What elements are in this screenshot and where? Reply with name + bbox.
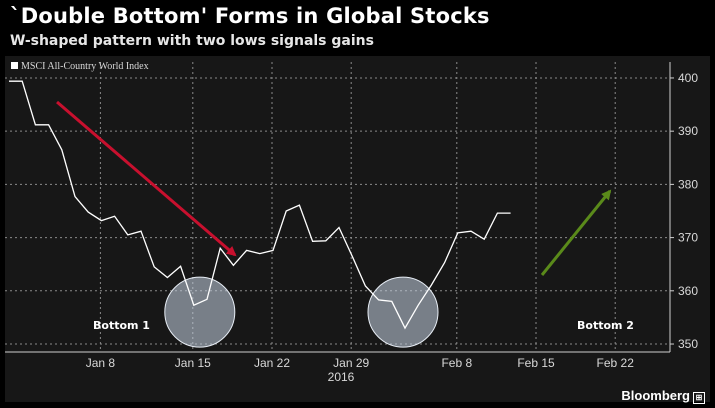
series-point (430, 284, 432, 286)
series-points (8, 80, 512, 329)
x-tick-labels: Jan 8 Jan 15 Jan 22 Jan 29 Feb 8 Feb 15 Feb 22 (86, 356, 634, 370)
x-tick-label: Jan 22 (254, 356, 290, 370)
series-point (391, 300, 393, 302)
axes (5, 62, 671, 353)
chart-area: MSCI All-Country World Index Bottom 1 Bo… (5, 56, 710, 402)
up-trend-arrow-icon (540, 189, 612, 276)
series-point (417, 304, 419, 306)
series-point (48, 124, 50, 126)
bottom-2-label: Bottom 2 (577, 319, 634, 332)
y-tick-label: 350 (678, 337, 698, 351)
y-tick-labels: 350 360 370 380 390 400 (670, 71, 698, 351)
series-point (312, 240, 314, 242)
y-tick-label: 360 (678, 284, 698, 298)
x-tick-label: Jan 8 (86, 356, 116, 370)
series-point (325, 240, 327, 242)
series-point (34, 124, 36, 126)
y-tick-label: 400 (678, 71, 698, 85)
series-point (510, 212, 512, 214)
series-line-msci-acwi (9, 80, 511, 330)
series-point (127, 234, 129, 236)
y-tick-label: 370 (678, 231, 698, 245)
x-year-label: 2016 (328, 370, 355, 384)
series-point (457, 232, 459, 234)
series-point (444, 262, 446, 264)
series-point (100, 220, 102, 222)
x-tick-label: Jan 15 (175, 356, 211, 370)
y-tick-label: 390 (678, 124, 698, 138)
series-point (378, 299, 380, 301)
series-point (114, 215, 116, 217)
trend-arrows (56, 100, 612, 276)
chart-svg: MSCI All-Country World Index Bottom 1 Bo… (5, 61, 698, 384)
series-point (483, 238, 485, 240)
x-tick-label: Feb 8 (441, 356, 472, 370)
legend-swatch (11, 62, 18, 69)
brand-name: Bloomberg (621, 388, 690, 403)
series-point (404, 327, 406, 329)
series-point (193, 304, 195, 306)
bottom-2-circle (367, 276, 439, 348)
series-point (338, 226, 340, 228)
series-point (61, 149, 63, 151)
series-point (351, 255, 353, 257)
series-point (219, 247, 221, 249)
y-tick-label: 380 (678, 177, 698, 191)
legend-label: MSCI All-Country World Index (21, 61, 149, 72)
series-point (166, 277, 168, 279)
bloomberg-mark-icon: ⊞ (693, 392, 705, 404)
x-tick-label: Feb 22 (597, 356, 635, 370)
bottom-1-label: Bottom 1 (93, 319, 150, 332)
x-tick-label: Jan 29 (333, 356, 369, 370)
series-point (496, 212, 498, 214)
series-point (232, 264, 234, 266)
series-point (21, 80, 23, 82)
series-point (8, 80, 10, 82)
series-point (180, 265, 182, 267)
down-trend-arrow-icon (56, 100, 237, 257)
chart-title: `Double Bottom' Forms in Global Stocks (10, 4, 490, 28)
series-point (206, 298, 208, 300)
chart-subtitle: W-shaped pattern with two lows signals g… (10, 33, 374, 49)
series-point (470, 230, 472, 232)
series-point (285, 210, 287, 212)
bottom-1-circle (164, 276, 236, 348)
series-point (140, 230, 142, 232)
series-point (153, 266, 155, 268)
series-point (246, 249, 248, 251)
bloomberg-logo: Bloomberg ⊞ (621, 388, 705, 404)
series-point (298, 204, 300, 206)
series-point (364, 285, 366, 287)
series-point (74, 196, 76, 198)
legend: MSCI All-Country World Index (11, 61, 149, 72)
grid (5, 62, 670, 352)
series-point (87, 211, 89, 213)
series-point (272, 249, 274, 251)
series-point (259, 253, 261, 255)
bottom-markers (164, 276, 439, 348)
x-tick-label: Feb 15 (517, 356, 555, 370)
